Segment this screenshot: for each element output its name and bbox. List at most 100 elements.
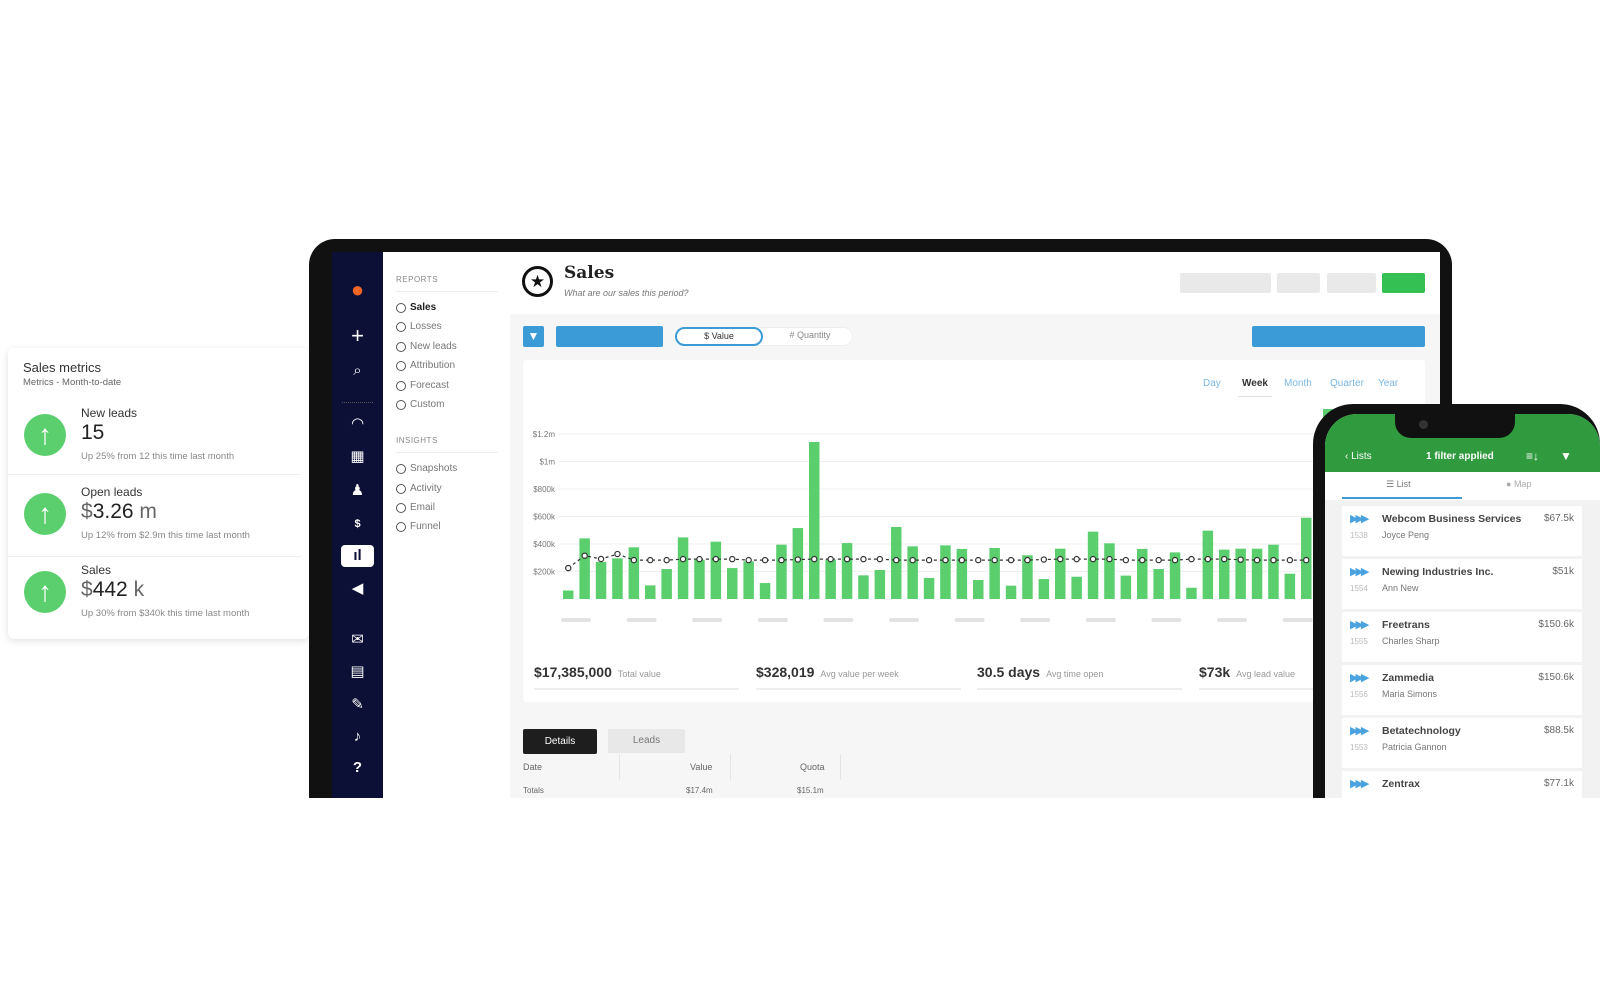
average-point bbox=[794, 556, 802, 563]
nav-custom[interactable]: Custom bbox=[396, 399, 444, 410]
nav-funnel[interactable]: Funnel bbox=[396, 521, 441, 532]
bar-chart-button-active[interactable] bbox=[341, 545, 374, 567]
bar bbox=[595, 562, 607, 599]
value-toggle[interactable]: $ Value bbox=[675, 327, 763, 346]
item-contact: Joyce Peng bbox=[1382, 530, 1430, 540]
bar bbox=[1055, 548, 1066, 599]
map-pin-icon: ● bbox=[1506, 479, 1514, 489]
date-range-button[interactable] bbox=[556, 326, 663, 347]
nav-activity[interactable]: Activity bbox=[396, 483, 442, 494]
average-point bbox=[925, 556, 933, 564]
average-point bbox=[827, 555, 834, 563]
quantity-toggle[interactable]: # Quantity bbox=[789, 330, 831, 340]
tab-list[interactable]: ☰ List bbox=[1386, 479, 1411, 490]
average-point bbox=[1106, 555, 1113, 563]
reports-heading: REPORTS bbox=[396, 275, 439, 284]
stat-label: Avg time open bbox=[1046, 669, 1104, 679]
back-button[interactable]: ‹ Lists bbox=[1345, 451, 1372, 462]
bar bbox=[628, 547, 640, 599]
bar bbox=[759, 583, 771, 599]
active-tab-indicator bbox=[1342, 497, 1462, 499]
building-icon[interactable]: ▦ bbox=[350, 448, 365, 465]
bar bbox=[1219, 549, 1230, 599]
header-button[interactable] bbox=[1180, 273, 1271, 293]
list-item[interactable]: ▶▶▶ Zentrax $77.1k bbox=[1342, 771, 1582, 798]
sort-icon[interactable]: ≡↓ bbox=[1526, 449, 1540, 463]
item-contact: Ann New bbox=[1382, 583, 1419, 593]
primary-action-button[interactable] bbox=[1382, 273, 1425, 293]
tab-details[interactable]: Details bbox=[523, 729, 597, 754]
plus-icon[interactable]: + bbox=[351, 323, 364, 348]
list-item[interactable]: ▶▶▶ 1556 Zammedia Maria Simons $150.6k bbox=[1342, 665, 1582, 715]
list-item[interactable]: ▶▶▶ 1538 Webcom Business Services Joyce Pen… bbox=[1342, 506, 1582, 556]
gauge-icon[interactable]: ◠ bbox=[350, 415, 365, 432]
bar bbox=[677, 537, 689, 599]
tab-year[interactable]: Year bbox=[1378, 378, 1399, 389]
nav-label: Custom bbox=[410, 399, 445, 410]
col-value[interactable]: Value bbox=[690, 762, 713, 772]
search-icon[interactable]: ⌕ bbox=[353, 362, 362, 379]
acorn-logo-icon[interactable]: ● bbox=[350, 277, 365, 302]
ticket-icon[interactable]: $ bbox=[354, 518, 361, 530]
bell-icon[interactable]: ♪ bbox=[353, 728, 362, 745]
person-icon[interactable]: ♟ bbox=[350, 482, 365, 499]
tag-icon bbox=[396, 360, 406, 371]
tab-month[interactable]: Month bbox=[1284, 378, 1312, 389]
envelope-icon[interactable]: ✉ bbox=[351, 631, 364, 648]
tab-week[interactable]: Week bbox=[1238, 378, 1272, 397]
bar bbox=[1071, 576, 1082, 599]
metric-change: Up 25% from 12 this time last month bbox=[81, 451, 235, 462]
totals-label: Totals bbox=[523, 786, 544, 795]
bar-chart-icon[interactable]: ıl bbox=[353, 547, 362, 564]
header-button[interactable] bbox=[1277, 273, 1320, 293]
forecast-icon bbox=[396, 380, 406, 391]
tab-map[interactable]: ● Map bbox=[1506, 479, 1531, 489]
nav-losses[interactable]: Losses bbox=[396, 321, 442, 332]
x-tick-placeholder bbox=[1282, 618, 1313, 622]
list-item[interactable]: ▶▶▶ 1555 Freetrans Charles Sharp $150.6k bbox=[1342, 612, 1582, 662]
filter-button[interactable]: ▼ bbox=[523, 326, 544, 347]
star-icon bbox=[396, 302, 406, 313]
nav-sales[interactable]: Sales bbox=[396, 302, 436, 313]
nav-snapshots[interactable]: Snapshots bbox=[396, 463, 457, 474]
megaphone-icon[interactable]: ◀ bbox=[351, 580, 364, 597]
calendar-icon[interactable]: ▤ bbox=[350, 663, 365, 680]
bar bbox=[1284, 573, 1296, 599]
average-point bbox=[614, 550, 621, 558]
average-point bbox=[630, 556, 638, 564]
tab-leads[interactable]: Leads bbox=[608, 729, 685, 753]
average-point bbox=[1303, 556, 1310, 564]
filter-icon[interactable]: ▼ bbox=[1560, 449, 1572, 463]
action-button[interactable] bbox=[1252, 326, 1425, 347]
col-date[interactable]: Date bbox=[523, 762, 543, 772]
bar bbox=[989, 547, 1000, 599]
header-button[interactable] bbox=[1327, 273, 1376, 293]
refresh-icon bbox=[396, 341, 406, 352]
bar bbox=[1251, 548, 1263, 599]
list-item[interactable]: ▶▶▶ 1553 Betatechnology Patricia Gannon $88.… bbox=[1342, 718, 1582, 768]
col-quota[interactable]: Quota bbox=[800, 762, 825, 772]
nav-email[interactable]: Email bbox=[396, 502, 435, 513]
average-point bbox=[1188, 555, 1195, 563]
bar bbox=[907, 546, 918, 599]
nav-label: Funnel bbox=[410, 521, 441, 532]
nav-attribution[interactable]: Attribution bbox=[396, 360, 455, 371]
nav-label: Attribution bbox=[410, 360, 456, 371]
average-point bbox=[1237, 556, 1244, 563]
icon-rail bbox=[332, 252, 383, 798]
tab-day[interactable]: Day bbox=[1203, 378, 1221, 389]
tab-quarter[interactable]: Quarter bbox=[1330, 378, 1364, 389]
bar bbox=[956, 548, 968, 599]
item-number: 1553 bbox=[1350, 743, 1368, 752]
nav-new-leads[interactable]: New leads bbox=[396, 341, 457, 352]
list-item[interactable]: ▶▶▶ 1554 Newing Industries Inc. Ann New $51k bbox=[1342, 559, 1582, 609]
question-icon[interactable]: ? bbox=[352, 759, 363, 776]
chevrons-icon: ▶▶▶ bbox=[1350, 778, 1369, 790]
chevron-left-icon: ‹ bbox=[1345, 451, 1352, 462]
nav-forecast[interactable]: Forecast bbox=[396, 380, 449, 391]
x-tick-placeholder bbox=[561, 618, 591, 622]
tab-label: List bbox=[1396, 479, 1411, 489]
calendar-edit-icon[interactable]: ✎ bbox=[351, 696, 364, 713]
background bbox=[0, 798, 1600, 1004]
item-contact: Patricia Gannon bbox=[1382, 742, 1447, 752]
